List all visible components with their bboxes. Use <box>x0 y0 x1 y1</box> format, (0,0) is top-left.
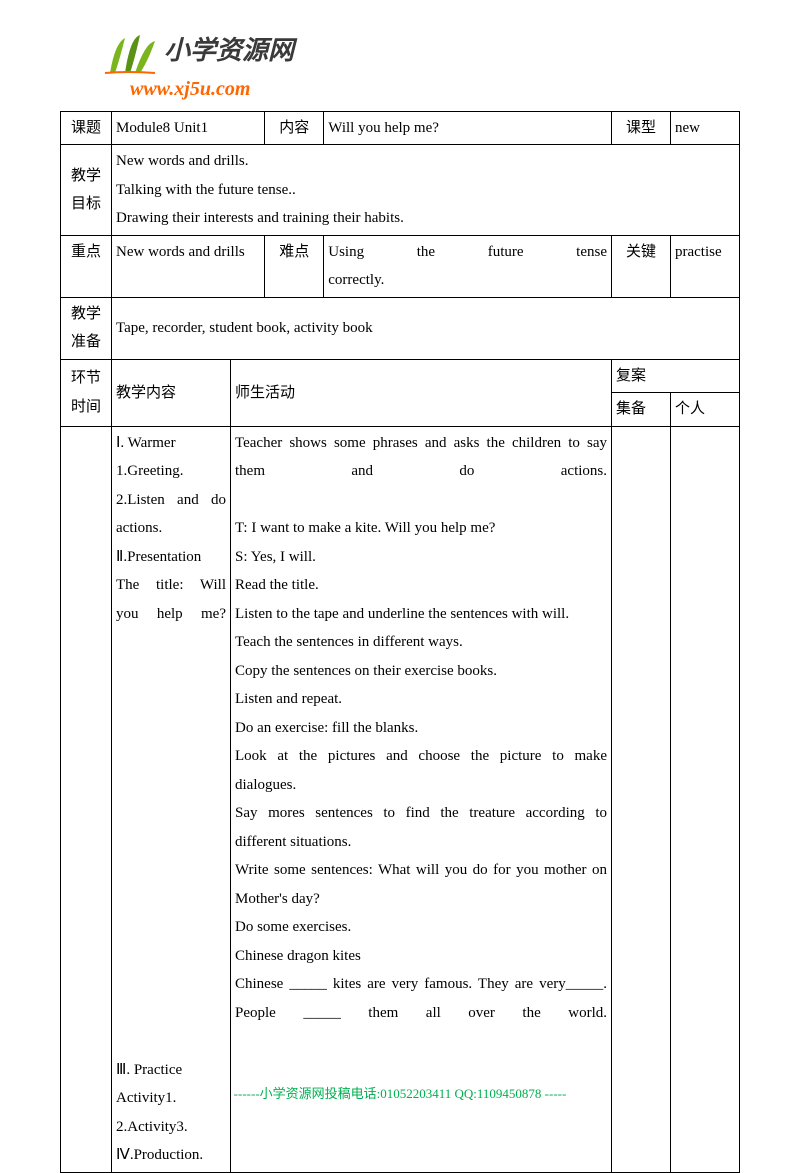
label-teachcontent: 教学内容 <box>112 359 231 426</box>
label-keypoint: 重点 <box>61 235 112 297</box>
label-topic: 课题 <box>61 111 112 145</box>
activities-cell: Teacher shows some phrases and asks the … <box>231 426 612 1172</box>
label-type: 课型 <box>612 111 671 145</box>
label-content: 内容 <box>265 111 324 145</box>
leaf-icon <box>100 33 160 78</box>
collective-cell <box>612 426 671 1172</box>
value-prep: Tape, recorder, student book, activity b… <box>112 297 740 359</box>
page-footer: ------小学资源网投稿电话:01052203411 QQ:110945087… <box>0 1083 800 1102</box>
logo-title: 小学资源网 <box>164 36 294 65</box>
logo-block: 小学资源网 www.xj5u.com <box>100 30 740 101</box>
label-stage: 环节时间 <box>61 359 112 426</box>
teaching-content-cell: Ⅰ. Warmer 1.Greeting. 2.Listen and do ac… <box>112 426 231 1172</box>
value-type: new <box>671 111 740 145</box>
value-key: practise <box>671 235 740 297</box>
stage-time-cell <box>61 426 112 1172</box>
label-personal: 个人 <box>671 393 740 427</box>
label-activities: 师生活动 <box>231 359 612 426</box>
personal-cell <box>671 426 740 1172</box>
value-topic: Module8 Unit1 <box>112 111 265 145</box>
logo-url: www.xj5u.com <box>130 78 250 100</box>
value-objectives: New words and drills. Talking with the f… <box>112 145 740 236</box>
label-key: 关键 <box>612 235 671 297</box>
lesson-plan-table: 课题 Module8 Unit1 内容 Will you help me? 课型… <box>60 111 740 1173</box>
value-content: Will you help me? <box>324 111 612 145</box>
label-objectives: 教学目标 <box>61 145 112 236</box>
label-review: 复案 <box>612 359 740 393</box>
label-prep: 教学准备 <box>61 297 112 359</box>
label-collective: 集备 <box>612 393 671 427</box>
label-difficulty: 难点 <box>265 235 324 297</box>
value-difficulty: Using the future tense correctly. <box>324 235 612 297</box>
value-keypoint: New words and drills <box>112 235 265 297</box>
